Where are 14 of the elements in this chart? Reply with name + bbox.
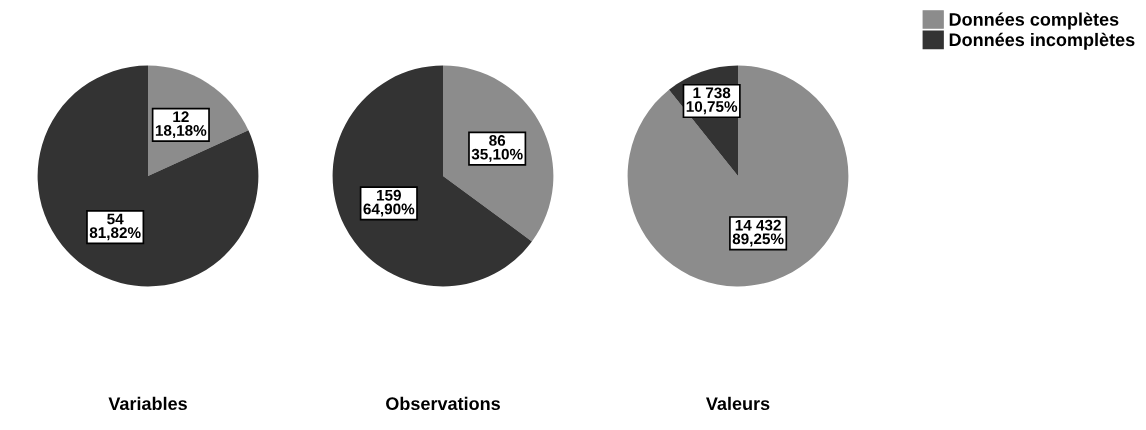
legend-label: Données incomplètes bbox=[949, 32, 1135, 50]
pie-slice bbox=[627, 65, 849, 287]
data-label: 14 432 89,25% bbox=[732, 219, 784, 247]
text: Valeurs bbox=[706, 396, 770, 411]
text: Variables bbox=[108, 396, 187, 411]
data-label: 12 18,18% bbox=[155, 111, 207, 139]
legend-label: Données complètes bbox=[949, 12, 1119, 30]
data-label: 86 35,10% bbox=[471, 135, 523, 162]
text: Observations bbox=[386, 396, 500, 411]
data-label: 54 81,82% bbox=[89, 213, 141, 241]
pie-slice bbox=[37, 65, 259, 287]
data-label: 1 738 10,75% bbox=[686, 87, 738, 115]
pie-slice bbox=[332, 65, 532, 287]
data-label: 159 64,90% bbox=[363, 189, 415, 217]
